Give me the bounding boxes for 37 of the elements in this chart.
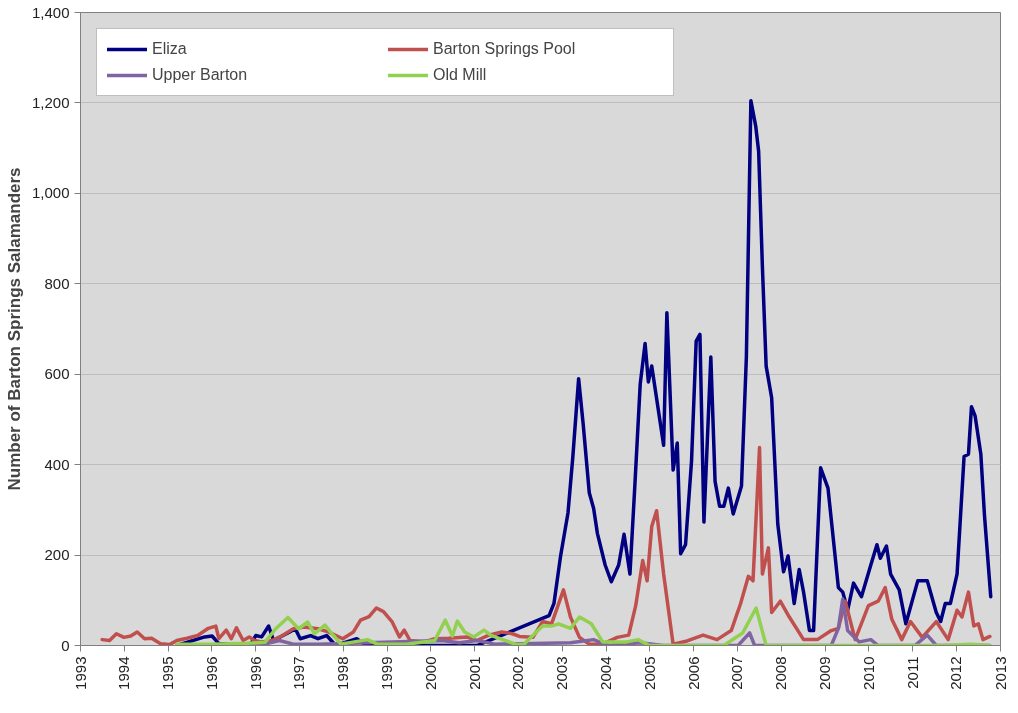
- legend-label: Old Mill: [433, 66, 488, 84]
- x-tick-label: 1999: [378, 656, 396, 690]
- x-tick-label: 1994: [115, 656, 133, 690]
- x-tick-label: 2009: [816, 656, 834, 690]
- x-tick-label: 1993: [71, 656, 89, 690]
- x-tick-label: 2001: [465, 656, 483, 690]
- x-tick-label: 2002: [509, 656, 527, 690]
- x-tick-label: 1995: [159, 656, 177, 690]
- x-tick-label: 1998: [334, 656, 352, 690]
- x-tick-label: 2006: [684, 656, 702, 690]
- x-tick-label: 2012: [947, 656, 965, 690]
- line-series: [175, 606, 992, 646]
- y-tick-label: 1,400: [31, 3, 70, 21]
- y-tick-label: 600: [44, 365, 70, 383]
- y-axis-title: Number of Barton Springs Salamanders: [4, 167, 24, 491]
- line-series: [100, 445, 992, 646]
- y-tick-label: 0: [61, 636, 70, 654]
- y-tick-label: 400: [44, 455, 70, 473]
- x-tick-label: 2013: [991, 656, 1009, 690]
- y-tick-label: 1,200: [31, 93, 70, 111]
- x-tick-label: 2003: [553, 656, 571, 690]
- x-tick-label: 1997: [290, 656, 308, 690]
- x-tick-label: 2008: [772, 656, 790, 690]
- y-tick-label: 800: [44, 274, 70, 292]
- y-tick-label: 1,000: [31, 184, 70, 202]
- x-tick-label: 2011: [903, 656, 921, 689]
- legend-label: Barton Springs Pool: [433, 40, 577, 58]
- x-tick-label: 2010: [859, 656, 877, 690]
- y-tick-label: 200: [44, 546, 70, 564]
- x-tick-label: 2005: [640, 656, 658, 690]
- x-tick-label: 2007: [728, 656, 746, 690]
- legend-label: Upper Barton: [152, 66, 249, 84]
- x-tick-label: 2000: [421, 656, 439, 690]
- x-tick-label: 1996: [202, 656, 220, 690]
- x-tick-label: 1996: [246, 656, 264, 690]
- x-tick-label: 2004: [597, 656, 615, 690]
- legend-label: Eliza: [152, 40, 188, 58]
